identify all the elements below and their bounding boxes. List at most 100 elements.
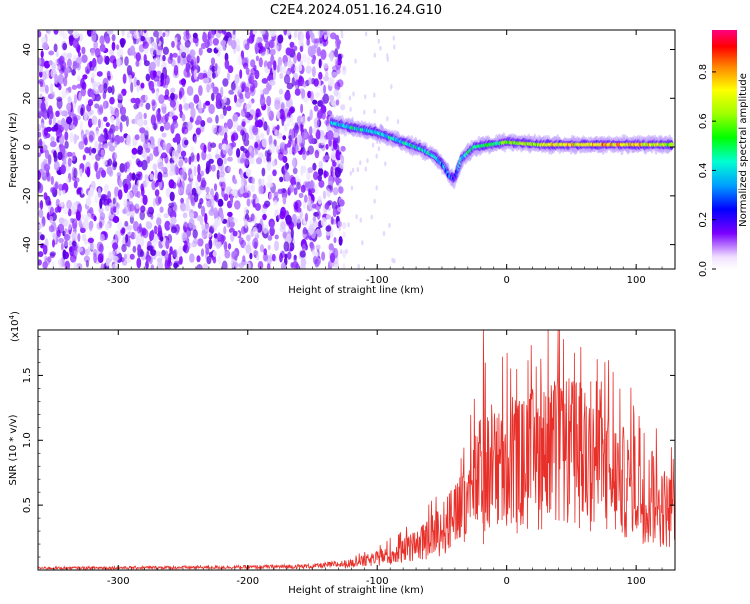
noise-cell [198,72,205,80]
noise-cell [141,227,147,236]
noise-cell [190,59,194,66]
noise-cell [73,167,78,179]
noise-cell [254,141,259,149]
noise-cell [38,138,43,150]
noise-cell [123,183,129,194]
noise-cell [217,255,222,265]
noise-cell [147,257,152,263]
noise-cell [149,61,156,71]
noise-cell [312,220,319,228]
noise-cell [187,192,192,200]
noise-cell [127,191,134,200]
noise-cell [118,136,125,143]
noise-cell [232,217,238,224]
noise-cell [322,30,330,38]
noise-cell [393,258,396,264]
y-tick-label: 1.0 [22,432,33,448]
noise-cell [133,76,138,88]
noise-cell [200,248,205,257]
noise-cell [158,30,163,38]
noise-cell [232,30,236,36]
noise-cell [288,98,294,109]
snr-panel: -300 -200 -100 0 100 0.5 1.0 1.5 Height of stra… [8,311,676,596]
noise-cell [277,151,285,161]
y-tick-label: 20 [22,92,33,105]
noise-cell [279,72,284,79]
noise-cell [106,165,113,175]
noise-cell [296,215,302,224]
noise-cell [93,215,97,222]
noise-cell [126,31,131,39]
noise-cell [96,71,103,77]
noise-cell [286,116,292,127]
noise-cell [266,263,271,269]
noise-cell [267,106,272,117]
noise-cell [267,235,273,241]
noise-cell [133,103,139,110]
noise-cell [218,142,223,150]
noise-cell [82,133,88,145]
noise-cell [323,155,330,161]
noise-cell [115,206,119,216]
noise-cell [205,100,211,106]
noise-cell [177,245,183,257]
noise-cell [84,248,89,256]
noise-cell [206,117,213,124]
noise-cell [258,152,264,159]
noise-cell [307,116,311,122]
noise-cell [241,131,246,142]
noise-cell [255,55,259,62]
noise-cell [93,252,97,264]
noise-cell [322,75,330,82]
noise-cell [201,205,206,217]
noise-cell [189,253,195,263]
noise-cell [180,197,185,204]
noise-cell [145,178,149,186]
noise-cell [190,173,194,179]
noise-cell [186,121,193,131]
noise-cell [44,149,50,159]
noise-cell [227,65,234,74]
noise-cell [53,161,60,171]
noise-cell [320,136,326,146]
noise-cell [108,251,113,260]
noise-cell [120,38,125,48]
noise-cell [298,192,304,199]
noise-cell [251,33,255,43]
noise-cell [132,245,137,253]
noise-cell [94,194,99,204]
noise-cell [313,78,319,87]
noise-cell [48,225,55,233]
noise-cell [155,250,161,257]
noise-cell [38,251,44,258]
noise-cell [234,94,237,103]
noise-cell [224,59,230,70]
noise-cell [324,119,331,126]
noise-cell [174,36,178,47]
noise-cell [314,149,320,159]
noise-cell [209,30,215,39]
noise-cell [157,79,161,87]
noise-cell [66,199,72,209]
noise-cell [81,233,87,242]
noise-cell [117,221,123,231]
noise-cell [338,237,343,244]
noise-cell [269,221,275,230]
noise-cell [295,199,302,208]
noise-cell [261,78,268,84]
noise-cell [345,248,348,254]
noise-cell [284,172,290,182]
noise-cell [213,183,218,192]
noise-cell [200,179,207,188]
noise-cell [172,115,178,121]
noise-cell [226,219,231,228]
noise-cell [91,115,98,125]
noise-cell [189,49,196,58]
noise-cell [153,49,157,56]
noise-cell [128,74,133,84]
noise-cell [190,152,195,163]
noise-cell [263,121,268,131]
noise-cell [252,226,258,236]
noise-cell [145,147,151,153]
noise-cell [99,35,105,45]
